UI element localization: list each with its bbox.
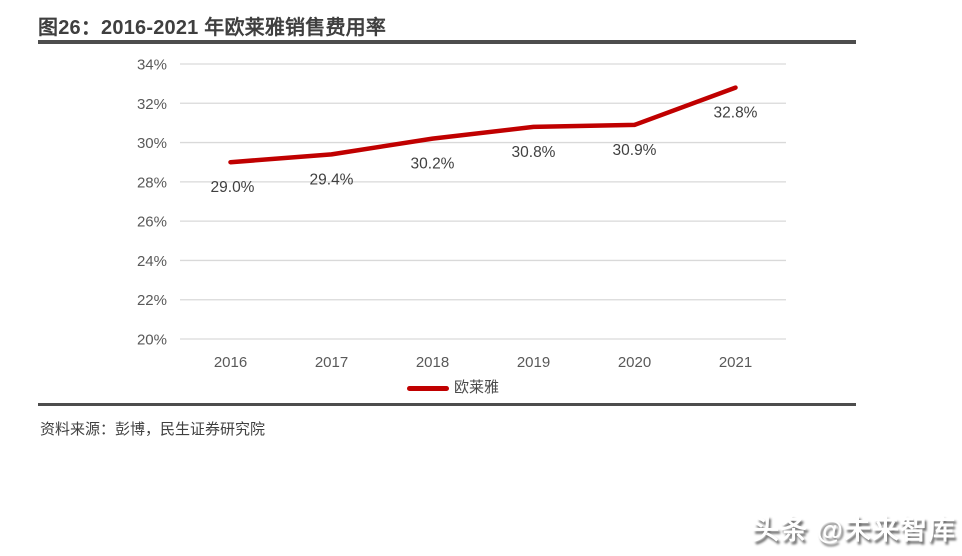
data-label: 29.0% <box>211 179 255 196</box>
legend-label: 欧莱雅 <box>454 379 500 396</box>
y-tick-label: 24% <box>137 253 167 270</box>
x-tick-label: 2021 <box>719 354 752 371</box>
y-tick-label: 26% <box>137 214 167 231</box>
watermark: 头条 @未来智库 <box>752 515 956 545</box>
y-tick-label: 28% <box>137 174 167 191</box>
figure-title: 图26：2016-2021 年欧莱雅销售费用率 <box>38 17 387 39</box>
x-tick-label: 2016 <box>214 354 247 371</box>
y-tick-label: 34% <box>137 57 167 74</box>
y-tick-label: 22% <box>137 292 167 309</box>
chart-legend: 欧莱雅 <box>407 379 499 397</box>
data-label: 30.9% <box>613 142 657 159</box>
y-tick-label: 32% <box>137 96 167 113</box>
x-tick-label: 2020 <box>618 354 651 371</box>
x-tick-label: 2018 <box>416 354 449 371</box>
x-tick-label: 2019 <box>517 354 550 371</box>
legend-line-swatch <box>407 385 449 391</box>
y-tick-label: 30% <box>137 135 167 152</box>
x-tick-label: 2017 <box>315 354 348 371</box>
data-label: 32.8% <box>714 105 758 122</box>
title-rule-divider <box>38 40 856 44</box>
y-tick-label: 20% <box>137 332 167 349</box>
bottom-rule-divider <box>38 403 856 406</box>
data-label: 29.4% <box>310 171 354 188</box>
data-label: 30.2% <box>411 156 455 173</box>
series-line <box>228 85 738 165</box>
data-label: 30.8% <box>512 144 556 161</box>
source-note: 资料来源：彭博，民生证券研究院 <box>40 421 266 438</box>
